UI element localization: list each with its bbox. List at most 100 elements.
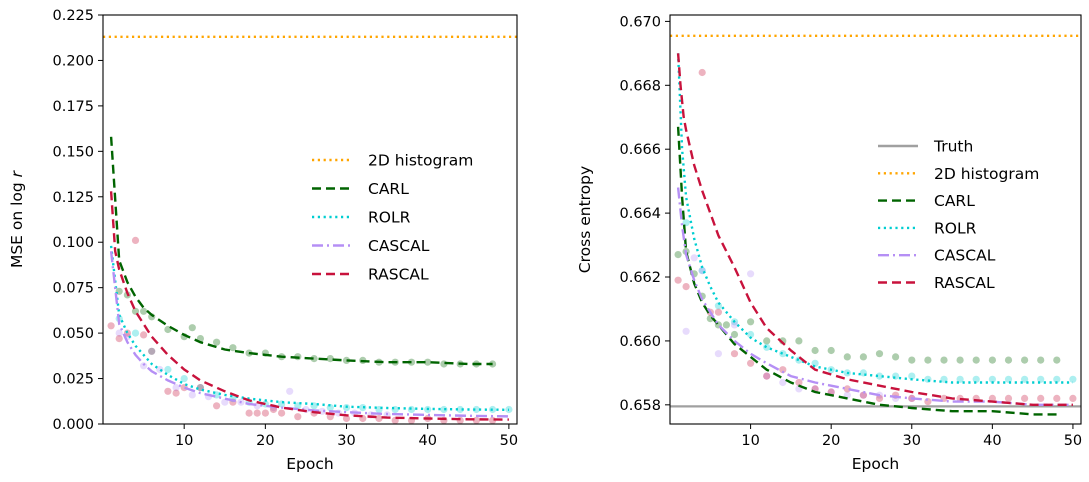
carl-point <box>213 338 221 346</box>
rascal-point <box>456 416 464 424</box>
rascal-point <box>698 68 706 77</box>
rascal-point <box>1021 394 1029 402</box>
cascal-point <box>286 387 294 395</box>
rascal-point <box>779 366 787 374</box>
carl-point <box>972 356 980 364</box>
x-tick-label: 20 <box>822 433 840 449</box>
y-tick-label: 0.175 <box>52 99 94 115</box>
rascal-point <box>472 416 480 424</box>
rolr-point <box>988 375 997 383</box>
y-tick-label: 0.075 <box>52 281 94 297</box>
cascal-point <box>140 362 148 370</box>
carl-points <box>674 247 1061 364</box>
rascal-point <box>148 347 156 355</box>
x-axis-label: Epoch <box>852 455 899 473</box>
rascal-point <box>342 414 351 423</box>
y-tick-label: 0.100 <box>52 235 94 251</box>
y-tick-label: 0.125 <box>52 190 94 206</box>
y-axis-label: Cross entropy <box>576 166 594 273</box>
rascal-point <box>140 331 148 339</box>
carl-point <box>310 355 318 363</box>
y-tick-label: 0.150 <box>52 144 94 160</box>
rolr-point <box>164 365 172 374</box>
cascal-point <box>730 321 739 329</box>
x-tick-label: 10 <box>741 433 759 449</box>
legend-label-carl: CARL <box>934 192 975 210</box>
rolr-point <box>1021 375 1029 383</box>
rascal-point <box>107 322 115 330</box>
rolr-point <box>682 219 690 227</box>
carl-point <box>988 356 997 364</box>
rascal-point <box>747 359 755 367</box>
carl-line <box>676 126 1057 416</box>
rascal-points <box>674 68 1077 406</box>
rascal-line <box>109 191 509 421</box>
carl-point <box>1037 356 1045 364</box>
carl-point <box>763 337 771 345</box>
cascal-point <box>763 372 771 380</box>
cascal-point <box>859 391 868 399</box>
rolr-points <box>682 219 1077 383</box>
x-tick-label: 30 <box>903 433 921 449</box>
legend-label-rascal: RASCAL <box>934 274 995 292</box>
legend-label-cascal: CASCAL <box>368 237 430 255</box>
cascal-point <box>188 391 196 399</box>
cascal-point <box>690 254 698 262</box>
rolr-point <box>924 375 932 383</box>
carl-point <box>908 356 916 364</box>
carl-point <box>674 251 682 259</box>
carl-point <box>827 346 835 355</box>
rascal-point <box>730 350 739 358</box>
carl-point <box>407 358 416 366</box>
x-tick-label: 20 <box>256 433 274 449</box>
carl-point <box>722 321 731 329</box>
rolr-point <box>472 405 480 414</box>
legend-label-rascal: RASCAL <box>368 266 429 284</box>
carl-point <box>795 337 803 345</box>
cross-entropy-chart: 10 20 30 40 50 0.658 0.660 0.662 0.664 0.666 0.668… <box>576 14 1082 473</box>
y-tick-label: 0.658 <box>619 398 661 414</box>
legend-label-rolr: ROLR <box>934 219 977 237</box>
rascal-point <box>261 409 269 417</box>
carl-point <box>1053 356 1061 364</box>
cascal-point <box>221 398 229 406</box>
y-tick-label: 0.660 <box>619 334 661 350</box>
legend: 2D histogram CARL ROLR CASCAL RASCAL <box>312 152 473 284</box>
rolr-point <box>763 343 771 351</box>
rolr-point <box>875 372 884 380</box>
x-tick-label: 40 <box>983 433 1001 449</box>
rascal-point <box>172 389 180 397</box>
rascal-point <box>843 385 851 393</box>
axes-frame <box>102 14 518 425</box>
legend: Truth 2D histogram CARL ROLR CASCAL RASCAL <box>878 138 1039 292</box>
rascal-point <box>682 283 690 291</box>
x-tick-label: 50 <box>500 433 518 449</box>
y-tick-label: 0.664 <box>619 206 661 222</box>
carl-point <box>188 324 196 332</box>
carl-point <box>875 350 884 358</box>
rolr-point <box>131 329 140 337</box>
carl-point <box>892 353 900 361</box>
rascal-point <box>1053 394 1061 402</box>
rascal-point <box>674 276 682 284</box>
y-tick-label: 0.200 <box>52 53 94 69</box>
cascal-point <box>115 329 123 337</box>
rascal-point <box>1069 394 1077 402</box>
rolr-point <box>1004 375 1013 383</box>
y-tick-label: 0.025 <box>52 372 94 388</box>
rolr-point <box>972 375 980 383</box>
y-tick-label: 0.000 <box>52 417 94 433</box>
cascal-point <box>682 327 690 335</box>
carl-point <box>229 344 237 352</box>
carl-point <box>1021 356 1029 364</box>
rolr-point <box>180 375 188 383</box>
rascal-point <box>875 394 884 402</box>
carl-point <box>730 330 739 339</box>
carl-point <box>1004 356 1013 364</box>
rascal-point <box>253 409 261 417</box>
rascal-point <box>164 387 172 395</box>
rolr-point <box>456 405 464 414</box>
cascal-point <box>747 270 755 278</box>
rolr-point <box>908 372 916 380</box>
